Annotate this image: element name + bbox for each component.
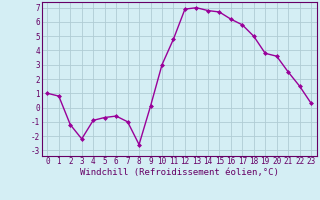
X-axis label: Windchill (Refroidissement éolien,°C): Windchill (Refroidissement éolien,°C) xyxy=(80,168,279,177)
